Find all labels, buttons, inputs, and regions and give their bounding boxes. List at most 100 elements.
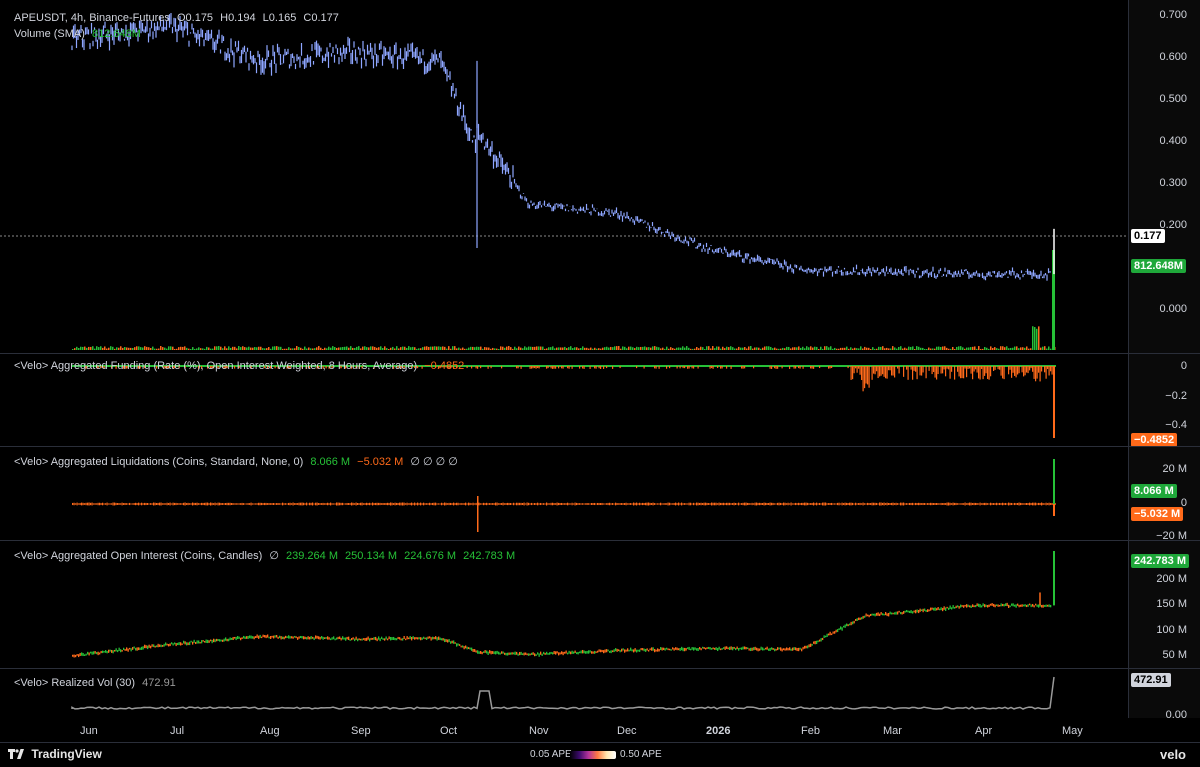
liq-bar (672, 503, 674, 505)
funding-bar (795, 366, 797, 369)
funding-bar (951, 366, 953, 372)
oi-candle (258, 635, 260, 639)
liq-bar (568, 503, 570, 505)
volume-bar (234, 346, 236, 350)
liq-bar (844, 502, 846, 506)
funding-bar (958, 366, 960, 377)
liq-bar (475, 502, 477, 506)
liq-bar (586, 502, 588, 506)
oi-candle (924, 608, 926, 611)
liq-bar (517, 502, 519, 506)
liq-bar (388, 502, 390, 506)
oi-candle (423, 636, 425, 639)
funding-pane[interactable]: <Velo> Aggregated Funding (Rate (%), Ope… (0, 353, 1200, 447)
liq-bar (766, 502, 768, 506)
oi-empty: ∅ (269, 550, 279, 562)
oi-candle (529, 653, 531, 656)
liq-bar (379, 502, 381, 506)
funding-bar (1015, 366, 1017, 378)
liq-bar (235, 503, 237, 505)
liq-bar (658, 503, 660, 505)
funding-bar (619, 366, 621, 369)
volume-bar (900, 346, 902, 350)
open-interest-chart[interactable] (0, 541, 1128, 669)
volume-bar (1022, 347, 1024, 350)
liq-bar (327, 502, 329, 506)
volume-bar (972, 346, 974, 350)
volume-bar (658, 347, 660, 350)
liquidations-pane[interactable]: <Velo> Aggregated Liquidations (Coins, S… (0, 446, 1200, 542)
liq-bar (675, 502, 677, 506)
volume-bar (128, 347, 130, 350)
oi-candle (595, 651, 597, 653)
funding-bar (532, 366, 534, 369)
liq-bar (861, 503, 863, 505)
liq-bar (117, 503, 119, 505)
funding-bar (165, 366, 167, 369)
volume-bar (464, 348, 466, 350)
liq-bar (463, 503, 465, 505)
oi-candle (979, 604, 981, 608)
volume-bar (466, 348, 468, 350)
oi-candle (813, 641, 815, 644)
liq-bar (139, 503, 141, 505)
liq-bar (921, 503, 923, 505)
oi-candle (226, 638, 228, 642)
oi-candle (93, 651, 95, 655)
oi-candle (430, 637, 432, 641)
funding-bar (636, 366, 638, 369)
liq-bar (106, 502, 108, 506)
liq-bar (246, 503, 248, 505)
volume-bar (328, 346, 330, 350)
liq-bar (957, 503, 959, 505)
realized-vol-chart[interactable] (0, 669, 1128, 719)
funding-bar (421, 366, 423, 369)
oi-candle (724, 646, 726, 650)
oi-candle (720, 648, 722, 651)
liq-bar (456, 502, 458, 506)
time-axis[interactable]: Jun Jul Aug Sep Oct Nov Dec 2026 Feb Mar… (0, 718, 1128, 742)
oi-candle (649, 648, 651, 651)
oi-candle (477, 650, 479, 654)
oi-candle (949, 605, 951, 609)
liquidations-chart[interactable] (0, 447, 1128, 541)
price-chart[interactable] (0, 0, 1128, 353)
oi-candle (432, 636, 434, 640)
liq-bar (567, 502, 569, 506)
liq-bar (790, 502, 792, 506)
price-axis[interactable]: 0.700 0.600 0.500 0.400 0.300 0.200 0.00… (1128, 0, 1200, 353)
funding-bar (1011, 366, 1013, 378)
liq-bar (660, 502, 662, 506)
liq-bar (393, 503, 395, 505)
volume-bar (822, 348, 824, 350)
oi-candle (781, 648, 783, 652)
liq-bar (871, 502, 873, 506)
funding-chart[interactable] (0, 354, 1128, 447)
volume-bar (1042, 346, 1044, 350)
realized-vol-pane[interactable]: <Velo> Realized Vol (30) 472.91 0.00 472… (0, 668, 1200, 721)
liq-bar (84, 503, 86, 505)
volume-bar (912, 346, 914, 350)
volume-bar (430, 346, 432, 350)
oi-candle (1036, 604, 1038, 607)
oi-candle (963, 605, 965, 608)
oi-candle (106, 651, 108, 654)
volume-bar (232, 346, 234, 350)
funding-bar (933, 366, 935, 372)
funding-bar (753, 366, 755, 369)
liq-bar (598, 502, 600, 506)
volume-bar (202, 348, 204, 350)
liq-bar (889, 503, 891, 505)
liq-bar (324, 503, 326, 505)
open-interest-pane[interactable]: <Velo> Aggregated Open Interest (Coins, … (0, 540, 1200, 668)
liq-bar (633, 502, 635, 506)
tradingview-logo[interactable]: TradingView (8, 747, 102, 761)
oi-candle (186, 642, 188, 646)
funding-axis[interactable]: 0 −0.2 −0.4 (1128, 354, 1200, 446)
liq-bar (702, 503, 704, 505)
funding-bar (289, 366, 291, 369)
liq-bar (963, 503, 965, 505)
price-pane[interactable]: APEUSDT, 4h, Binance-Futures O0.175 H0.1… (0, 0, 1200, 353)
liq-bar (508, 502, 510, 506)
liq-bar (516, 502, 518, 506)
